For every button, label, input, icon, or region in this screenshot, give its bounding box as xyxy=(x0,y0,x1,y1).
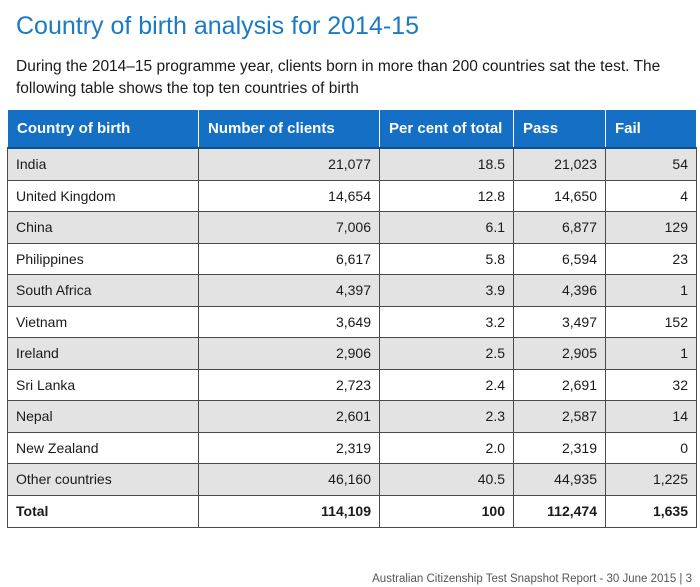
cell-country: Nepal xyxy=(7,400,199,433)
cell-country: Ireland xyxy=(7,337,199,370)
cell-clients: 4,397 xyxy=(198,274,380,307)
cell-pass: 6,594 xyxy=(513,242,606,275)
cell-fail: 1 xyxy=(605,337,697,370)
cell-country: Vietnam xyxy=(7,305,199,338)
cell-fail: 23 xyxy=(605,242,697,275)
cell-pass: 2,587 xyxy=(513,400,606,433)
cell-clients: 6,617 xyxy=(198,242,380,275)
cell-percent: 40.5 xyxy=(379,463,514,496)
cell-fail: 54 xyxy=(605,147,697,181)
cell-percent: 6.1 xyxy=(379,211,514,244)
table-row: Ireland 2,906 2.5 2,905 1 xyxy=(7,337,697,370)
cell-fail: 152 xyxy=(605,305,697,338)
cell-clients: 2,906 xyxy=(198,337,380,370)
cell-percent: 2.4 xyxy=(379,368,514,401)
cell-clients: 14,654 xyxy=(198,179,380,212)
cell-fail: 0 xyxy=(605,431,697,464)
cell-percent: 3.2 xyxy=(379,305,514,338)
cell-clients: 46,160 xyxy=(198,463,380,496)
page-footer: Australian Citizenship Test Snapshot Rep… xyxy=(372,573,692,585)
cell-percent: 12.8 xyxy=(379,179,514,212)
cell-percent: 2.5 xyxy=(379,337,514,370)
cell-clients: 2,723 xyxy=(198,368,380,401)
column-header-percent: Per cent of total xyxy=(379,109,514,149)
cell-fail: 4 xyxy=(605,179,697,212)
cell-fail: 1 xyxy=(605,274,697,307)
cell-fail: 14 xyxy=(605,400,697,433)
total-pass: 112,474 xyxy=(513,494,606,528)
table-total-row: Total 114,109 100 112,474 1,635 xyxy=(7,494,697,528)
cell-percent: 2.3 xyxy=(379,400,514,433)
cell-pass: 2,691 xyxy=(513,368,606,401)
table-row: Nepal 2,601 2.3 2,587 14 xyxy=(7,400,697,433)
total-percent: 100 xyxy=(379,494,514,528)
column-header-fail: Fail xyxy=(605,109,697,149)
column-header-pass: Pass xyxy=(513,109,606,149)
total-clients: 114,109 xyxy=(198,494,380,528)
cell-pass: 44,935 xyxy=(513,463,606,496)
cell-percent: 5.8 xyxy=(379,242,514,275)
table-row: United Kingdom 14,654 12.8 14,650 4 xyxy=(7,179,697,212)
table-row: Other countries 46,160 40.5 44,935 1,225 xyxy=(7,463,697,496)
cell-clients: 2,319 xyxy=(198,431,380,464)
cell-country: United Kingdom xyxy=(7,179,199,212)
cell-pass: 21,023 xyxy=(513,147,606,181)
table-row: Philippines 6,617 5.8 6,594 23 xyxy=(7,242,697,275)
cell-fail: 129 xyxy=(605,211,697,244)
table-row: Sri Lanka 2,723 2.4 2,691 32 xyxy=(7,368,697,401)
cell-pass: 6,877 xyxy=(513,211,606,244)
total-label: Total xyxy=(7,494,199,528)
column-header-country: Country of birth xyxy=(7,109,199,149)
table-row: New Zealand 2,319 2.0 2,319 0 xyxy=(7,431,697,464)
table-row: China 7,006 6.1 6,877 129 xyxy=(7,211,697,244)
intro-paragraph: During the 2014–15 programme year, clien… xyxy=(16,58,661,97)
cell-pass: 4,396 xyxy=(513,274,606,307)
cell-pass: 14,650 xyxy=(513,179,606,212)
cell-pass: 2,905 xyxy=(513,337,606,370)
cell-country: India xyxy=(7,147,199,181)
cell-percent: 18.5 xyxy=(379,147,514,181)
cell-country: South Africa xyxy=(7,274,199,307)
cell-percent: 2.0 xyxy=(379,431,514,464)
column-header-clients: Number of clients xyxy=(198,109,380,149)
cell-pass: 2,319 xyxy=(513,431,606,464)
cell-pass: 3,497 xyxy=(513,305,606,338)
cell-country: New Zealand xyxy=(7,431,199,464)
page-title: Country of birth analysis for 2014-15 xyxy=(16,12,419,40)
cell-percent: 3.9 xyxy=(379,274,514,307)
cell-clients: 3,649 xyxy=(198,305,380,338)
cell-country: Philippines xyxy=(7,242,199,275)
cell-clients: 2,601 xyxy=(198,400,380,433)
total-fail: 1,635 xyxy=(605,494,697,528)
table-header-row: Country of birth Number of clients Per c… xyxy=(7,109,697,149)
country-of-birth-table: Country of birth Number of clients Per c… xyxy=(7,109,697,528)
table-row: India 21,077 18.5 21,023 54 xyxy=(7,147,697,181)
cell-country: Other countries xyxy=(7,463,199,496)
cell-fail: 1,225 xyxy=(605,463,697,496)
cell-country: Sri Lanka xyxy=(7,368,199,401)
cell-clients: 21,077 xyxy=(198,147,380,181)
cell-fail: 32 xyxy=(605,368,697,401)
cell-clients: 7,006 xyxy=(198,211,380,244)
cell-country: China xyxy=(7,211,199,244)
table-row: Vietnam 3,649 3.2 3,497 152 xyxy=(7,305,697,338)
table-row: South Africa 4,397 3.9 4,396 1 xyxy=(7,274,697,307)
